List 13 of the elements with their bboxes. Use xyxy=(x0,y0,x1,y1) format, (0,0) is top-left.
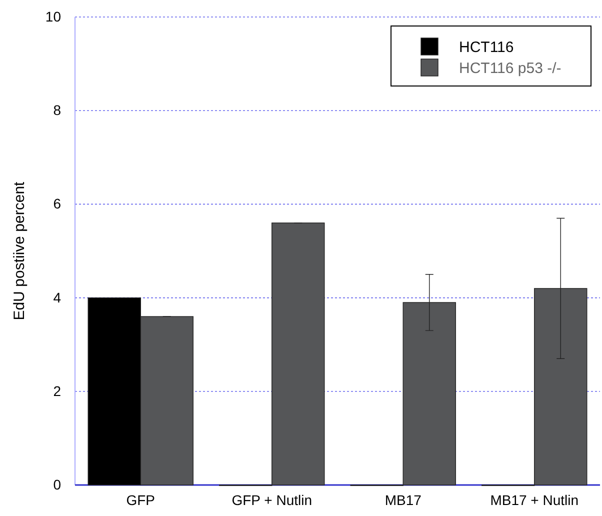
legend-label: HCT116 xyxy=(459,39,514,56)
x-tick-label: GFP + Nutlin xyxy=(232,492,312,508)
legend-label: HCT116 p53 -/- xyxy=(459,60,562,77)
y-axis-title: EdU postiive percent xyxy=(11,180,28,320)
y-tick-label: 6 xyxy=(53,196,62,212)
y-tick-label: 0 xyxy=(53,476,62,492)
y-tick-label: 2 xyxy=(53,382,62,399)
x-tick-label: MB17 xyxy=(384,492,422,508)
x-tick-label: GFP xyxy=(126,492,156,508)
y-tick-label: 8 xyxy=(53,102,62,118)
y-tick-label: 4 xyxy=(53,289,62,306)
x-tick-label: MB17 + Nutlin xyxy=(490,492,579,508)
y-tick-label: 10 xyxy=(45,8,62,24)
